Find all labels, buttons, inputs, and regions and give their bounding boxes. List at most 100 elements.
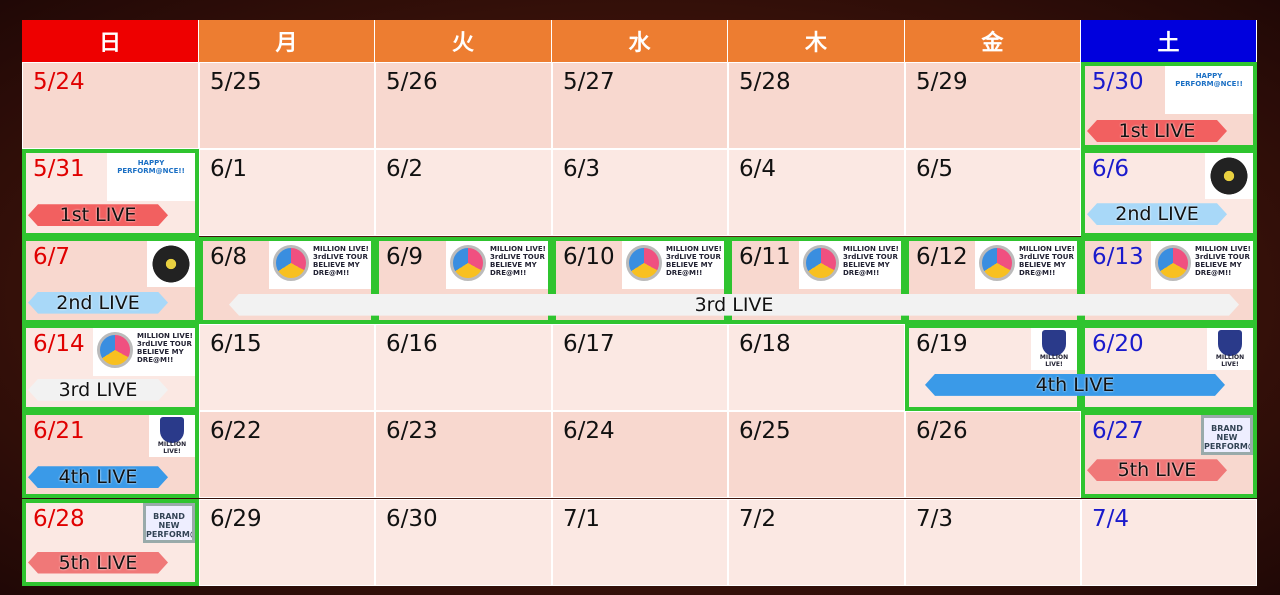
date-label: 7/2 xyxy=(739,505,777,532)
day-cell[interactable]: 6/29 xyxy=(199,498,375,586)
day-cell[interactable]: 6/2 xyxy=(375,149,552,237)
live-banner[interactable]: 4th LIVE xyxy=(925,374,1225,396)
date-label: 6/8 xyxy=(210,243,248,270)
live-calendar: 日月火水木金土 5/24 5/25 5/26 5/27 5/28 5/29 5/30 5/31 6… xyxy=(22,20,1257,586)
date-label: 6/15 xyxy=(210,330,262,357)
event-logo: BRAND NEW PERFORM@NCE!! xyxy=(1201,415,1253,456)
date-label: 7/1 xyxy=(563,505,601,532)
live-banner[interactable]: 3rd LIVE xyxy=(229,294,1239,316)
event-logo xyxy=(147,240,195,287)
event-logo: MILLION LIVE! 3rdLIVE TOUR BELIEVE MY DR… xyxy=(93,327,195,376)
day-cell[interactable]: 6/17 xyxy=(552,323,728,411)
date-label: 6/10 xyxy=(563,243,615,270)
day-cell[interactable]: 6/22 xyxy=(199,411,375,499)
day-cell[interactable]: 6/16 xyxy=(375,323,552,411)
date-label: 5/27 xyxy=(563,69,615,95)
date-label: 6/16 xyxy=(386,330,438,357)
date-label: 6/9 xyxy=(386,243,424,270)
live-banner[interactable]: 1st LIVE xyxy=(1087,120,1227,142)
date-label: 6/26 xyxy=(916,418,968,445)
shield-icon xyxy=(160,417,184,444)
day-cell[interactable]: 6/25 xyxy=(728,411,905,499)
day-cell[interactable]: 5/24 xyxy=(22,62,199,149)
event-logo: MILLION LIVE! 3rdLIVE TOUR BELIEVE MY DR… xyxy=(446,240,548,289)
day-cell[interactable]: 5/29 xyxy=(905,62,1081,149)
date-label: 6/6 xyxy=(1092,156,1130,183)
live-banner[interactable]: 4th LIVE xyxy=(28,466,168,488)
date-label: 6/18 xyxy=(739,330,791,357)
date-label: 6/12 xyxy=(916,243,968,270)
date-label: 6/27 xyxy=(1092,418,1144,445)
day-cell[interactable]: 6/24 xyxy=(552,411,728,499)
date-label: 6/2 xyxy=(386,156,424,183)
event-logo: MILLION LIVE! 3rdLIVE TOUR BELIEVE MY DR… xyxy=(1151,240,1253,289)
day-cell[interactable]: 6/3 xyxy=(552,149,728,237)
day-cell[interactable]: 6/26 xyxy=(905,411,1081,499)
date-label: 5/28 xyxy=(739,69,791,95)
day-cell[interactable]: 6/18 xyxy=(728,323,905,411)
logo-emblem-icon xyxy=(97,331,133,368)
date-label: 6/25 xyxy=(739,418,791,445)
event-logo: MILLION LIVE! xyxy=(1031,327,1077,370)
date-label: 6/14 xyxy=(33,330,85,357)
date-label: 6/28 xyxy=(33,505,85,532)
day-cell[interactable]: 7/4 xyxy=(1081,498,1257,586)
day-cell[interactable]: 5/25 xyxy=(199,62,375,149)
date-label: 5/30 xyxy=(1092,69,1144,95)
event-logo: MILLION LIVE! 3rdLIVE TOUR BELIEVE MY DR… xyxy=(799,240,901,289)
logo-emblem-icon xyxy=(803,244,839,281)
day-cell[interactable]: 5/26 xyxy=(375,62,552,149)
date-label: 5/29 xyxy=(916,69,968,95)
weekday-header: 日 xyxy=(22,20,199,62)
weekday-header: 火 xyxy=(375,20,552,62)
date-label: 7/3 xyxy=(916,505,954,532)
event-logo: HAPPY PERFORM@NCE!! xyxy=(1165,66,1253,114)
date-label: 6/30 xyxy=(386,505,438,532)
day-cell[interactable]: 7/2 xyxy=(728,498,905,586)
day-cell[interactable]: 5/28 xyxy=(728,62,905,149)
weekday-header: 木 xyxy=(728,20,905,62)
date-label: 6/24 xyxy=(563,418,615,445)
weekday-header: 土 xyxy=(1081,20,1257,62)
date-label: 6/20 xyxy=(1092,330,1144,357)
date-label: 6/13 xyxy=(1092,243,1144,270)
day-cell[interactable]: 6/30 xyxy=(375,498,552,586)
live-banner[interactable]: 1st LIVE xyxy=(28,204,168,226)
event-logo: MILLION LIVE! xyxy=(149,415,195,458)
day-cell[interactable]: 7/1 xyxy=(552,498,728,586)
day-cell[interactable]: 6/5 xyxy=(905,149,1081,237)
date-label: 5/26 xyxy=(386,69,438,95)
day-cell[interactable]: 7/3 xyxy=(905,498,1081,586)
date-label: 6/5 xyxy=(916,156,954,183)
event-logo: MILLION LIVE! 3rdLIVE TOUR BELIEVE MY DR… xyxy=(622,240,724,289)
date-label: 6/1 xyxy=(210,156,248,183)
date-label: 5/24 xyxy=(33,69,85,95)
live-banner[interactable]: 5th LIVE xyxy=(28,552,168,574)
date-label: 6/7 xyxy=(33,243,71,270)
date-label: 5/25 xyxy=(210,69,262,95)
event-logo: MILLION LIVE! 3rdLIVE TOUR BELIEVE MY DR… xyxy=(269,240,371,289)
live-banner[interactable]: 5th LIVE xyxy=(1087,459,1227,481)
logo-emblem-icon xyxy=(626,244,662,281)
live-banner[interactable]: 2nd LIVE xyxy=(28,292,168,314)
event-logo: BRAND NEW PERFORM@NCE!! xyxy=(143,502,195,543)
day-cell[interactable]: 6/1 xyxy=(199,149,375,237)
date-label: 6/4 xyxy=(739,156,777,183)
event-logo xyxy=(1205,153,1253,200)
date-label: 6/3 xyxy=(563,156,601,183)
day-cell[interactable]: 6/15 xyxy=(199,323,375,411)
date-label: 6/19 xyxy=(916,330,968,357)
day-cell[interactable]: 6/4 xyxy=(728,149,905,237)
logo-emblem-icon xyxy=(273,244,309,281)
weekday-header: 月 xyxy=(199,20,375,62)
event-logo: MILLION LIVE! xyxy=(1207,327,1253,370)
date-label: 6/11 xyxy=(739,243,791,270)
event-logo: HAPPY PERFORM@NCE!! xyxy=(107,153,195,202)
day-cell[interactable]: 6/23 xyxy=(375,411,552,499)
day-cell[interactable]: 5/27 xyxy=(552,62,728,149)
live-banner[interactable]: 2nd LIVE xyxy=(1087,203,1227,225)
date-label: 6/17 xyxy=(563,330,615,357)
weekday-header: 金 xyxy=(905,20,1081,62)
live-banner[interactable]: 3rd LIVE xyxy=(28,379,168,401)
logo-emblem-icon xyxy=(1155,244,1191,281)
